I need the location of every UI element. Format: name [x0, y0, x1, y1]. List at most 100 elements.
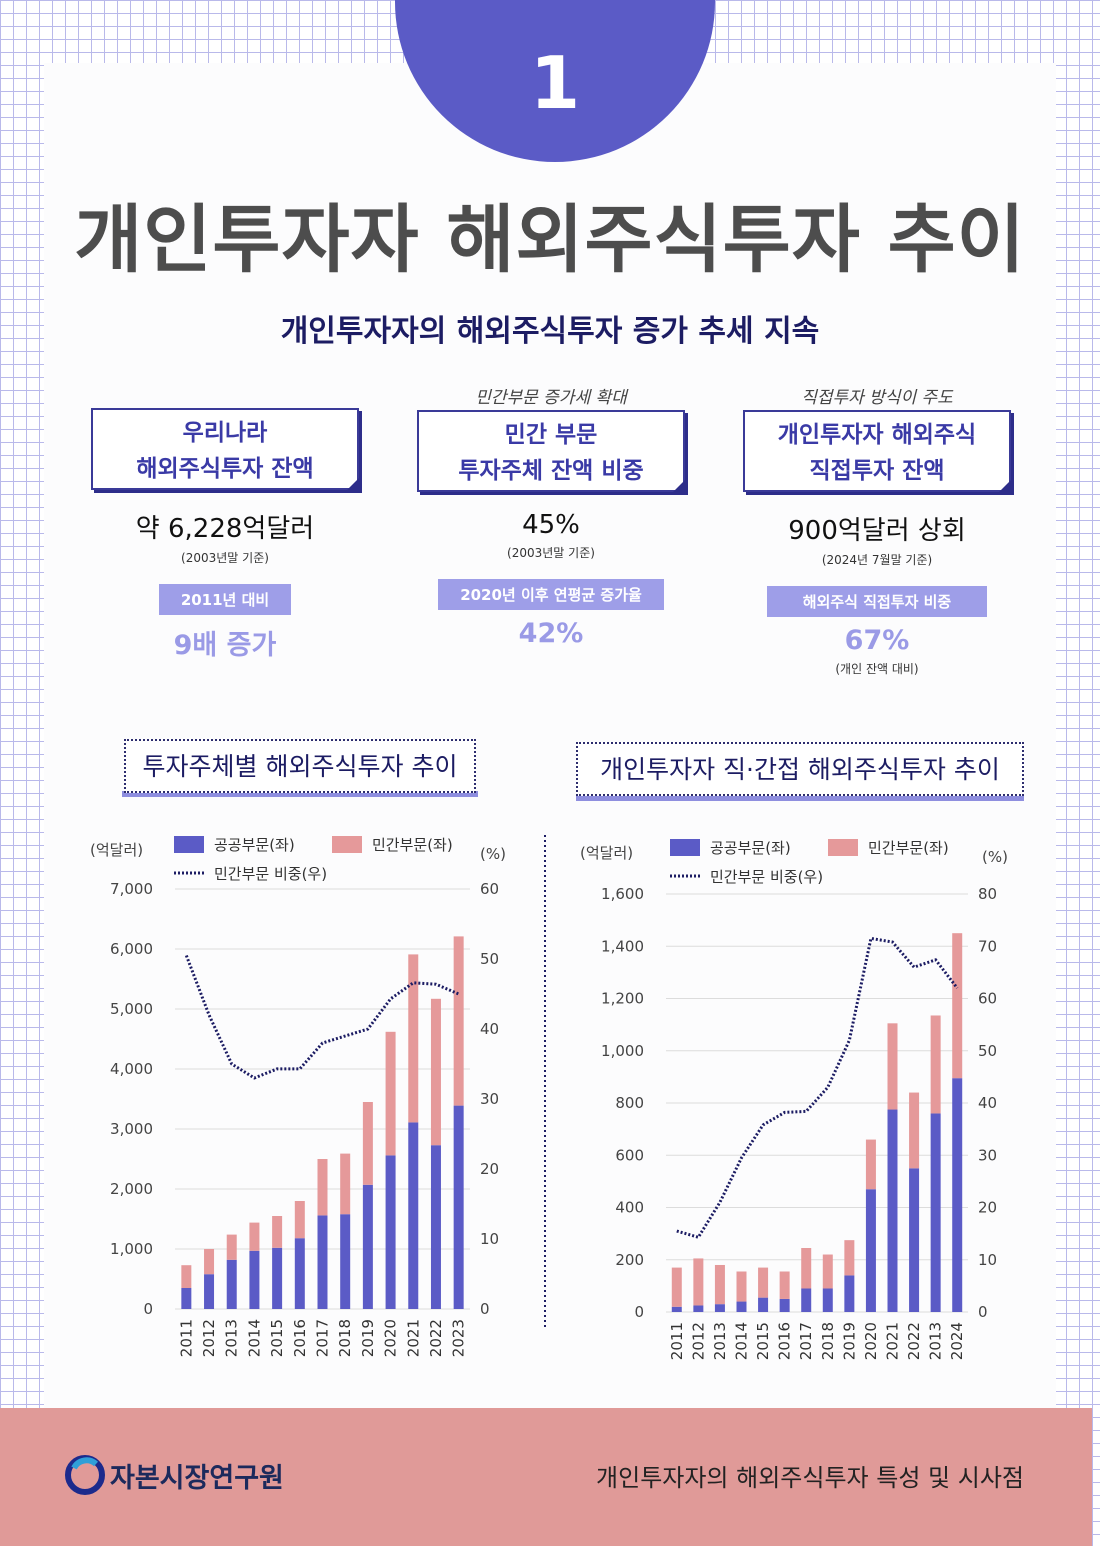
- plot-area: 0 1,000 2,000 3,000 4,000 5,000 6,000 7,000 0 10 2…: [110, 880, 499, 1357]
- y-left-tick: 1,000: [601, 1042, 644, 1060]
- legend-ratio: 민간부문 비중(우): [710, 868, 823, 886]
- bar-private: [779, 1271, 790, 1299]
- y-left-tick: 0: [634, 1303, 644, 1321]
- card-caption: [60, 384, 390, 408]
- card-note: (2024년 7월말 기준): [821, 553, 933, 567]
- x-tick: 2016: [291, 1319, 309, 1357]
- y-right-tick: 30: [978, 1146, 997, 1164]
- bar-private: [887, 1023, 898, 1110]
- x-tick: 2024: [948, 1322, 966, 1360]
- legend-swatch-private: [332, 836, 362, 853]
- y-left-tick: 400: [615, 1199, 644, 1217]
- ratio-line: [676, 936, 959, 1240]
- bar-private: [204, 1249, 215, 1275]
- card-caption: 직접투자 방식이 주도: [801, 388, 953, 408]
- legend-swatch-private: [828, 839, 858, 856]
- section-title-left: 투자주체별 해외주식투자 추이: [124, 739, 476, 793]
- card-stat-note: (개인 잔액 대비): [835, 662, 919, 676]
- y-right-tick: 40: [978, 1094, 997, 1112]
- y-left-tick: 1,400: [601, 937, 644, 955]
- folded-corner: [671, 478, 687, 494]
- chart-divider: [544, 835, 546, 1330]
- legend-private: 민간부문(좌): [868, 839, 949, 857]
- card-value: 900억달러 상회: [788, 516, 966, 546]
- legend-public: 공공부문(좌): [214, 836, 295, 854]
- plot-area: 0 200 400 600 800 1,000 1,200 1,400 1,600 0 10 20 30…: [601, 885, 997, 1360]
- x-tick: 2022: [905, 1322, 923, 1360]
- x-tick: 2018: [336, 1319, 354, 1357]
- x-tick: 2012: [200, 1319, 218, 1357]
- bar-public: [340, 1214, 351, 1309]
- card-label-line2: 직접투자 잔액: [809, 458, 945, 484]
- footer-title: 개인투자자의 해외주식투자 특성 및 시사점: [596, 1464, 1024, 1492]
- logo-icon: [65, 1455, 105, 1495]
- card-tag: 해외주식 직접투자 비중: [767, 586, 987, 617]
- y-right-label: (%): [982, 848, 1008, 866]
- y-left-label: (억달러): [90, 841, 143, 859]
- card-label-line2: 투자주체 잔액 비중: [458, 458, 644, 484]
- bar-public: [865, 1189, 876, 1312]
- card-value: 45%: [522, 510, 580, 540]
- card-label-box: 우리나라 해외주식투자 잔액: [91, 408, 361, 492]
- y-left-tick: 3,000: [110, 1120, 153, 1138]
- x-tick: 2011: [668, 1322, 686, 1360]
- x-tick: 2015: [268, 1319, 286, 1357]
- bar-public: [758, 1297, 769, 1312]
- x-tick: 2012: [689, 1322, 707, 1360]
- badge-number: 1: [529, 41, 581, 125]
- bar-public: [362, 1184, 373, 1309]
- y-left-tick: 1,600: [601, 885, 644, 903]
- x-tick: 2014: [245, 1319, 263, 1357]
- card-value: 약 6,228억달러: [135, 514, 315, 544]
- y-left-tick: 5,000: [110, 1000, 153, 1018]
- x-tick: 2017: [314, 1319, 332, 1357]
- x-tick: 2013: [711, 1322, 729, 1360]
- y-right-tick: 0: [480, 1300, 490, 1318]
- legend-public: 공공부문(좌): [710, 839, 791, 857]
- y-left-tick: 200: [615, 1251, 644, 1269]
- card-label-line1: 개인투자자 해외주식: [777, 422, 977, 448]
- folded-corner: [997, 478, 1013, 494]
- bar-private: [340, 1153, 351, 1215]
- bar-public: [822, 1288, 833, 1312]
- y-right-tick: 30: [480, 1090, 499, 1108]
- card-stat: 67%: [844, 625, 910, 656]
- bar-private: [714, 1264, 725, 1305]
- y-left-tick: 600: [615, 1146, 644, 1164]
- bar-public: [430, 1145, 441, 1309]
- bar-private: [671, 1267, 682, 1307]
- x-tick: 2017: [797, 1322, 815, 1360]
- legend-swatch-public: [174, 836, 204, 853]
- bar-private: [909, 1092, 920, 1169]
- y-left-tick: 0: [143, 1300, 153, 1318]
- bar-private: [362, 1102, 373, 1185]
- x-tick: 2011: [177, 1319, 195, 1357]
- bar-private: [272, 1216, 283, 1248]
- bar-public: [385, 1155, 396, 1309]
- x-tick: 2019: [840, 1322, 858, 1360]
- bar-private: [952, 933, 963, 1079]
- bar-public: [294, 1238, 305, 1309]
- bar-public: [671, 1306, 682, 1312]
- bar-private: [801, 1247, 812, 1289]
- bar-public: [844, 1275, 855, 1312]
- card-tag: 2011년 대비: [159, 584, 291, 615]
- y-right-tick: 50: [978, 1042, 997, 1060]
- bar-private: [226, 1234, 237, 1260]
- bar-public: [226, 1259, 237, 1309]
- card-label-box: 민간 부문 투자주체 잔액 비중: [417, 410, 687, 494]
- legend-private: 민간부문(좌): [372, 836, 453, 854]
- x-tick: 2021: [884, 1322, 902, 1360]
- bar-private: [408, 954, 419, 1123]
- bar-private: [294, 1201, 305, 1239]
- y-left-tick: 6,000: [110, 940, 153, 958]
- y-right-tick: 50: [480, 950, 499, 968]
- card-note: (2003년말 기준): [507, 546, 595, 560]
- section-underline: [576, 795, 1024, 801]
- x-tick: 2013: [223, 1319, 241, 1357]
- bar-public: [249, 1250, 260, 1309]
- y-right-tick: 60: [978, 990, 997, 1008]
- bar-public: [736, 1301, 747, 1312]
- bar-private: [930, 1015, 941, 1114]
- y-left-tick: 2,000: [110, 1180, 153, 1198]
